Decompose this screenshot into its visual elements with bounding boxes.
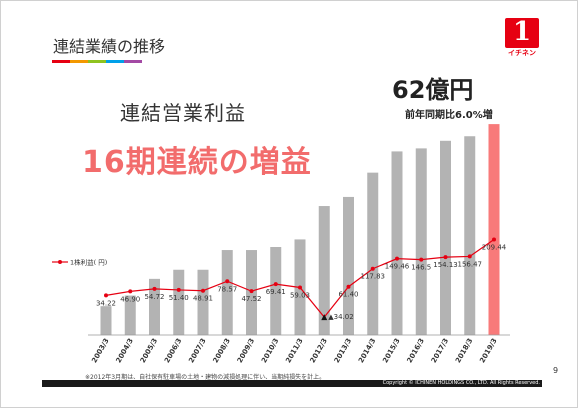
logo-numeral: 1: [512, 17, 532, 47]
eps-point: [443, 255, 448, 260]
x-tick-label: 2016/3: [406, 337, 426, 364]
bar-2003/3: [100, 306, 112, 335]
eps-data-label: 61.40: [338, 291, 358, 299]
x-tick-label: 2005/3: [139, 337, 159, 364]
eps-point: [419, 257, 424, 262]
x-tick-label: 2019/3: [478, 337, 498, 364]
eps-data-label: 46.90: [120, 295, 140, 303]
legend-label: 1株利益( 円): [70, 258, 107, 267]
bar-2010/3: [270, 247, 282, 335]
bar-2014/3: [367, 172, 379, 335]
x-tick-label: 2003/3: [90, 337, 110, 364]
accent-segment-1: [52, 60, 70, 63]
eps-data-label: 51.40: [169, 294, 189, 302]
eps-data-label: 117.83: [361, 273, 386, 281]
x-tick-label: 2010/3: [260, 337, 280, 364]
eps-data-label: 209.44: [482, 244, 507, 252]
bar-2004/3: [124, 295, 136, 335]
eps-point: [128, 289, 133, 294]
bar-2008/3: [221, 250, 233, 335]
bar-2016/3: [415, 148, 427, 335]
footnote: ※2012年3月期は、自社保有駐車場の土地・建物の減損処理に伴い、当期純損失を計…: [85, 374, 326, 381]
chart-subtitle: 連結営業利益: [120, 101, 246, 125]
logo-word: イチネン: [508, 49, 536, 57]
eps-point: [249, 289, 254, 294]
eps-point: [273, 282, 278, 287]
eps-point: [395, 256, 399, 261]
x-tick-label: 2013/3: [333, 337, 353, 364]
eps-point: [370, 266, 375, 271]
eps-point: [201, 288, 205, 293]
eps-point: [298, 285, 302, 290]
eps-data-label: 34.22: [96, 299, 116, 307]
bar-2018/3: [464, 136, 476, 335]
eps-data-label: 149.46: [385, 263, 410, 271]
eps-point: [176, 287, 181, 292]
headline: 16期連続の増益: [82, 145, 312, 180]
bar-2007/3: [197, 269, 209, 335]
bar-2019/3: [488, 124, 500, 335]
title-accent-line: [52, 60, 142, 63]
bar-2012/3: [318, 206, 330, 335]
x-tick-label: 2009/3: [236, 337, 256, 364]
x-tick-label: 2006/3: [163, 337, 183, 364]
legend-point-swatch: [58, 260, 62, 264]
eps-point: [104, 293, 108, 298]
x-tick-label: 2014/3: [357, 337, 377, 364]
bar-2013/3: [343, 196, 354, 335]
bar-2017/3: [440, 140, 451, 335]
bar-2015/3: [391, 151, 403, 335]
eps-data-label: 47.52: [241, 295, 261, 303]
x-tick-label: 2007/3: [187, 337, 207, 364]
eps-data-label: 154.13: [433, 261, 458, 269]
eps-data-label: 48.91: [193, 295, 213, 303]
company-logo: 1 イチネン: [505, 17, 539, 57]
eps-data-label: 156.47: [458, 260, 483, 268]
x-tick-label: 2011/3: [284, 337, 304, 364]
copyright: Copyright © ICHINEN HOLDINGS CO., LTD. A…: [382, 380, 540, 386]
logo-box: [505, 18, 539, 48]
eps-data-label: 59.03: [290, 291, 310, 299]
accent-segment-4: [106, 60, 124, 63]
eps-point-negative: [321, 314, 328, 321]
accent-segment-3: [88, 60, 106, 63]
footer-bar: Copyright © ICHINEN HOLDINGS CO., LTD. A…: [42, 380, 542, 387]
x-tick-label: 2008/3: [212, 337, 232, 364]
growth-callout: 前年同期比6.0%増: [405, 110, 493, 121]
eps-point: [346, 284, 351, 289]
eps-data-label: 69.41: [266, 288, 286, 296]
x-tick-label: 2017/3: [430, 337, 450, 364]
eps-point: [492, 237, 496, 242]
x-tick-label: 2015/3: [381, 337, 401, 364]
eps-point: [225, 279, 230, 284]
bar-2006/3: [173, 269, 185, 335]
eps-data-label: ▲34.02: [328, 313, 353, 321]
x-tick-label: 2004/3: [115, 337, 135, 364]
eps-point: [152, 286, 157, 291]
x-tick-label: 2012/3: [309, 337, 329, 364]
accent-segment-5: [124, 60, 142, 63]
slide-title: 連結業績の推移: [53, 37, 166, 56]
eps-data-label: 146.5: [411, 264, 431, 272]
eps-data-label: 78.57: [217, 285, 237, 293]
eps-point: [467, 254, 472, 259]
x-tick-label: 2018/3: [454, 337, 474, 364]
accent-segment-2: [70, 60, 88, 63]
value-callout: 62億円: [392, 76, 474, 104]
bar-2005/3: [149, 278, 160, 335]
eps-data-label: 54.72: [144, 293, 164, 301]
page-number: 9: [553, 366, 559, 375]
